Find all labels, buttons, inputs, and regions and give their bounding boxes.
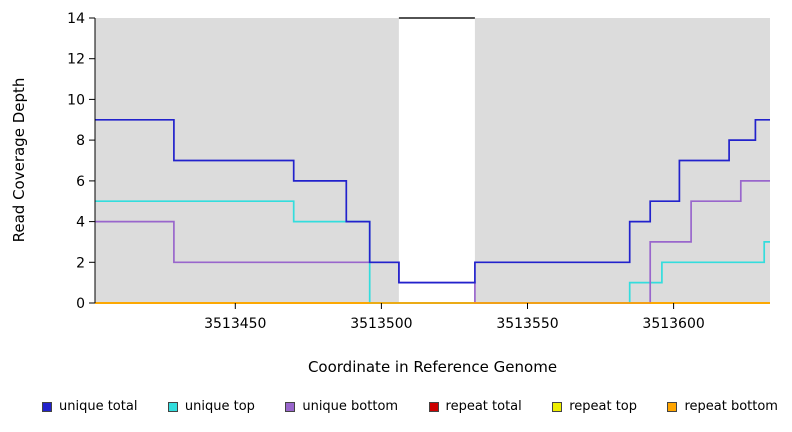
legend-label: repeat top (569, 399, 637, 414)
legend-item-repeat-total: repeat total (428, 399, 522, 414)
legend-swatch (167, 401, 178, 412)
y-tick-label: 0 (76, 296, 85, 312)
x-tick-label: 3513550 (496, 316, 558, 332)
legend-swatch (552, 401, 563, 412)
legend-item-unique-bottom: unique bottom (285, 399, 398, 414)
x-axis-label: Coordinate in Reference Genome (307, 358, 558, 376)
y-tick-label: 14 (67, 11, 85, 27)
legend-label: unique top (184, 399, 255, 414)
legend-swatch (285, 401, 296, 412)
y-tick-label: 12 (67, 52, 85, 68)
y-tick-label: 8 (76, 133, 85, 149)
legend-item-repeat-top: repeat top (552, 399, 637, 414)
legend-swatch (42, 401, 52, 412)
legend-label: repeat total (445, 399, 522, 414)
legend-label: unique bottom (302, 399, 399, 414)
y-tick-label: 6 (76, 174, 85, 190)
legend-label: repeat bottom (684, 399, 778, 414)
y-axis-label: Read Coverage Depth (10, 78, 28, 243)
legend-item-unique-total: unique total (42, 399, 137, 414)
plot-layers: 0 2 4 6 8 10 12 14 3513450 3513500 3513550 3513600 (67, 11, 770, 332)
legend-item-repeat-bottom: repeat bottom (667, 399, 778, 414)
series-unique-total (95, 118, 770, 284)
legend-swatch (667, 401, 678, 412)
legend-label: unique total (59, 399, 138, 414)
x-tick-label: 3513500 (350, 316, 412, 332)
y-tick-label: 4 (76, 215, 85, 231)
y-tick-label: 10 (67, 92, 85, 108)
legend: unique total unique top unique bottom repea… (42, 399, 778, 414)
legend-item-unique-top: unique top (167, 399, 255, 414)
legend-swatch (428, 401, 439, 412)
x-tick-label: 3513600 (642, 316, 704, 332)
y-tick-label: 2 (76, 255, 85, 271)
x-tick-label: 3513450 (204, 316, 266, 332)
series-unique-top (95, 200, 770, 304)
